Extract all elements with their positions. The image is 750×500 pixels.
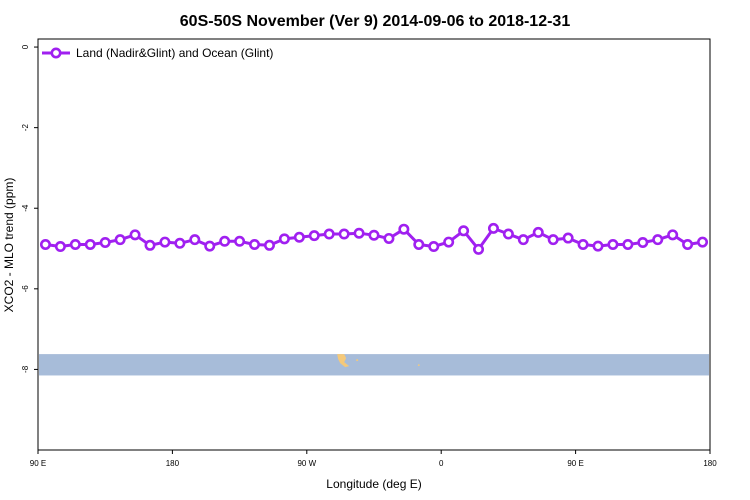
data-point — [84, 239, 96, 251]
series-layer — [39, 222, 709, 255]
x-tick-label: 0 — [439, 459, 444, 468]
data-point — [39, 239, 51, 251]
data-point — [323, 228, 335, 240]
data-point — [532, 226, 544, 238]
y-tick-label: -8 — [21, 365, 30, 373]
data-point — [667, 229, 679, 241]
x-tick-label: 180 — [166, 459, 180, 468]
land-patch — [356, 359, 359, 362]
y-tick-label: -4 — [21, 204, 30, 212]
data-point — [174, 237, 186, 249]
map-strip-land — [337, 354, 420, 368]
x-tick-label: 90 W — [297, 459, 316, 468]
data-point — [353, 227, 365, 239]
data-point — [189, 234, 201, 246]
data-point — [517, 234, 529, 246]
data-point — [99, 236, 111, 248]
data-point — [652, 234, 664, 246]
data-point — [502, 228, 514, 240]
land-patch — [417, 364, 420, 366]
data-point — [607, 239, 619, 251]
data-point — [547, 234, 559, 246]
data-point — [293, 231, 305, 243]
data-point — [129, 229, 141, 241]
data-point — [413, 239, 425, 251]
chart-title: 60S-50S November (Ver 9) 2014-09-06 to 2… — [180, 13, 571, 30]
land-patch — [337, 354, 350, 368]
x-tick-label: 90 E — [30, 459, 46, 468]
data-point — [637, 236, 649, 248]
data-point — [249, 239, 261, 251]
x-tick-label: 90 E — [567, 459, 583, 468]
map-strip-ocean — [39, 354, 709, 376]
y-tick-label: -2 — [21, 124, 30, 132]
y-axis: 0 -2 -4 -6 -8 — [21, 44, 38, 373]
data-point — [219, 235, 231, 247]
data-point — [159, 236, 171, 248]
data-point — [487, 222, 499, 234]
x-tick-label: 180 — [703, 459, 717, 468]
legend-marker — [50, 47, 62, 59]
data-point — [338, 228, 350, 240]
data-point — [69, 239, 81, 251]
data-point — [278, 233, 290, 245]
data-point — [682, 239, 694, 251]
data-point — [562, 232, 574, 244]
data-point — [398, 223, 410, 235]
data-point — [144, 239, 156, 251]
x-axis-label: Longitude (deg E) — [326, 477, 421, 491]
data-point — [592, 240, 604, 252]
data-point — [263, 239, 275, 251]
data-point — [368, 229, 380, 241]
data-point — [458, 225, 470, 237]
data-point — [473, 243, 485, 255]
map-strip — [39, 354, 709, 376]
y-tick-label: 0 — [21, 44, 30, 49]
data-point — [443, 236, 455, 248]
data-point — [622, 239, 634, 251]
data-point — [383, 232, 395, 244]
y-tick-label: -6 — [21, 285, 30, 293]
data-point — [114, 234, 126, 246]
x-axis: 90 E 180 90 W 0 90 E 180 — [30, 450, 717, 468]
data-point — [204, 240, 216, 252]
data-point — [577, 239, 589, 251]
data-point — [54, 241, 66, 253]
legend-label: Land (Nadir&Glint) and Ocean (Glint) — [76, 46, 273, 60]
legend: Land (Nadir&Glint) and Ocean (Glint) — [42, 46, 273, 60]
data-point — [428, 241, 440, 253]
data-point — [308, 230, 320, 242]
data-point — [697, 236, 709, 248]
plot-frame — [37, 38, 711, 451]
y-axis-label: XCO2 - MLO trend (ppm) — [2, 178, 16, 313]
data-point — [234, 235, 246, 247]
